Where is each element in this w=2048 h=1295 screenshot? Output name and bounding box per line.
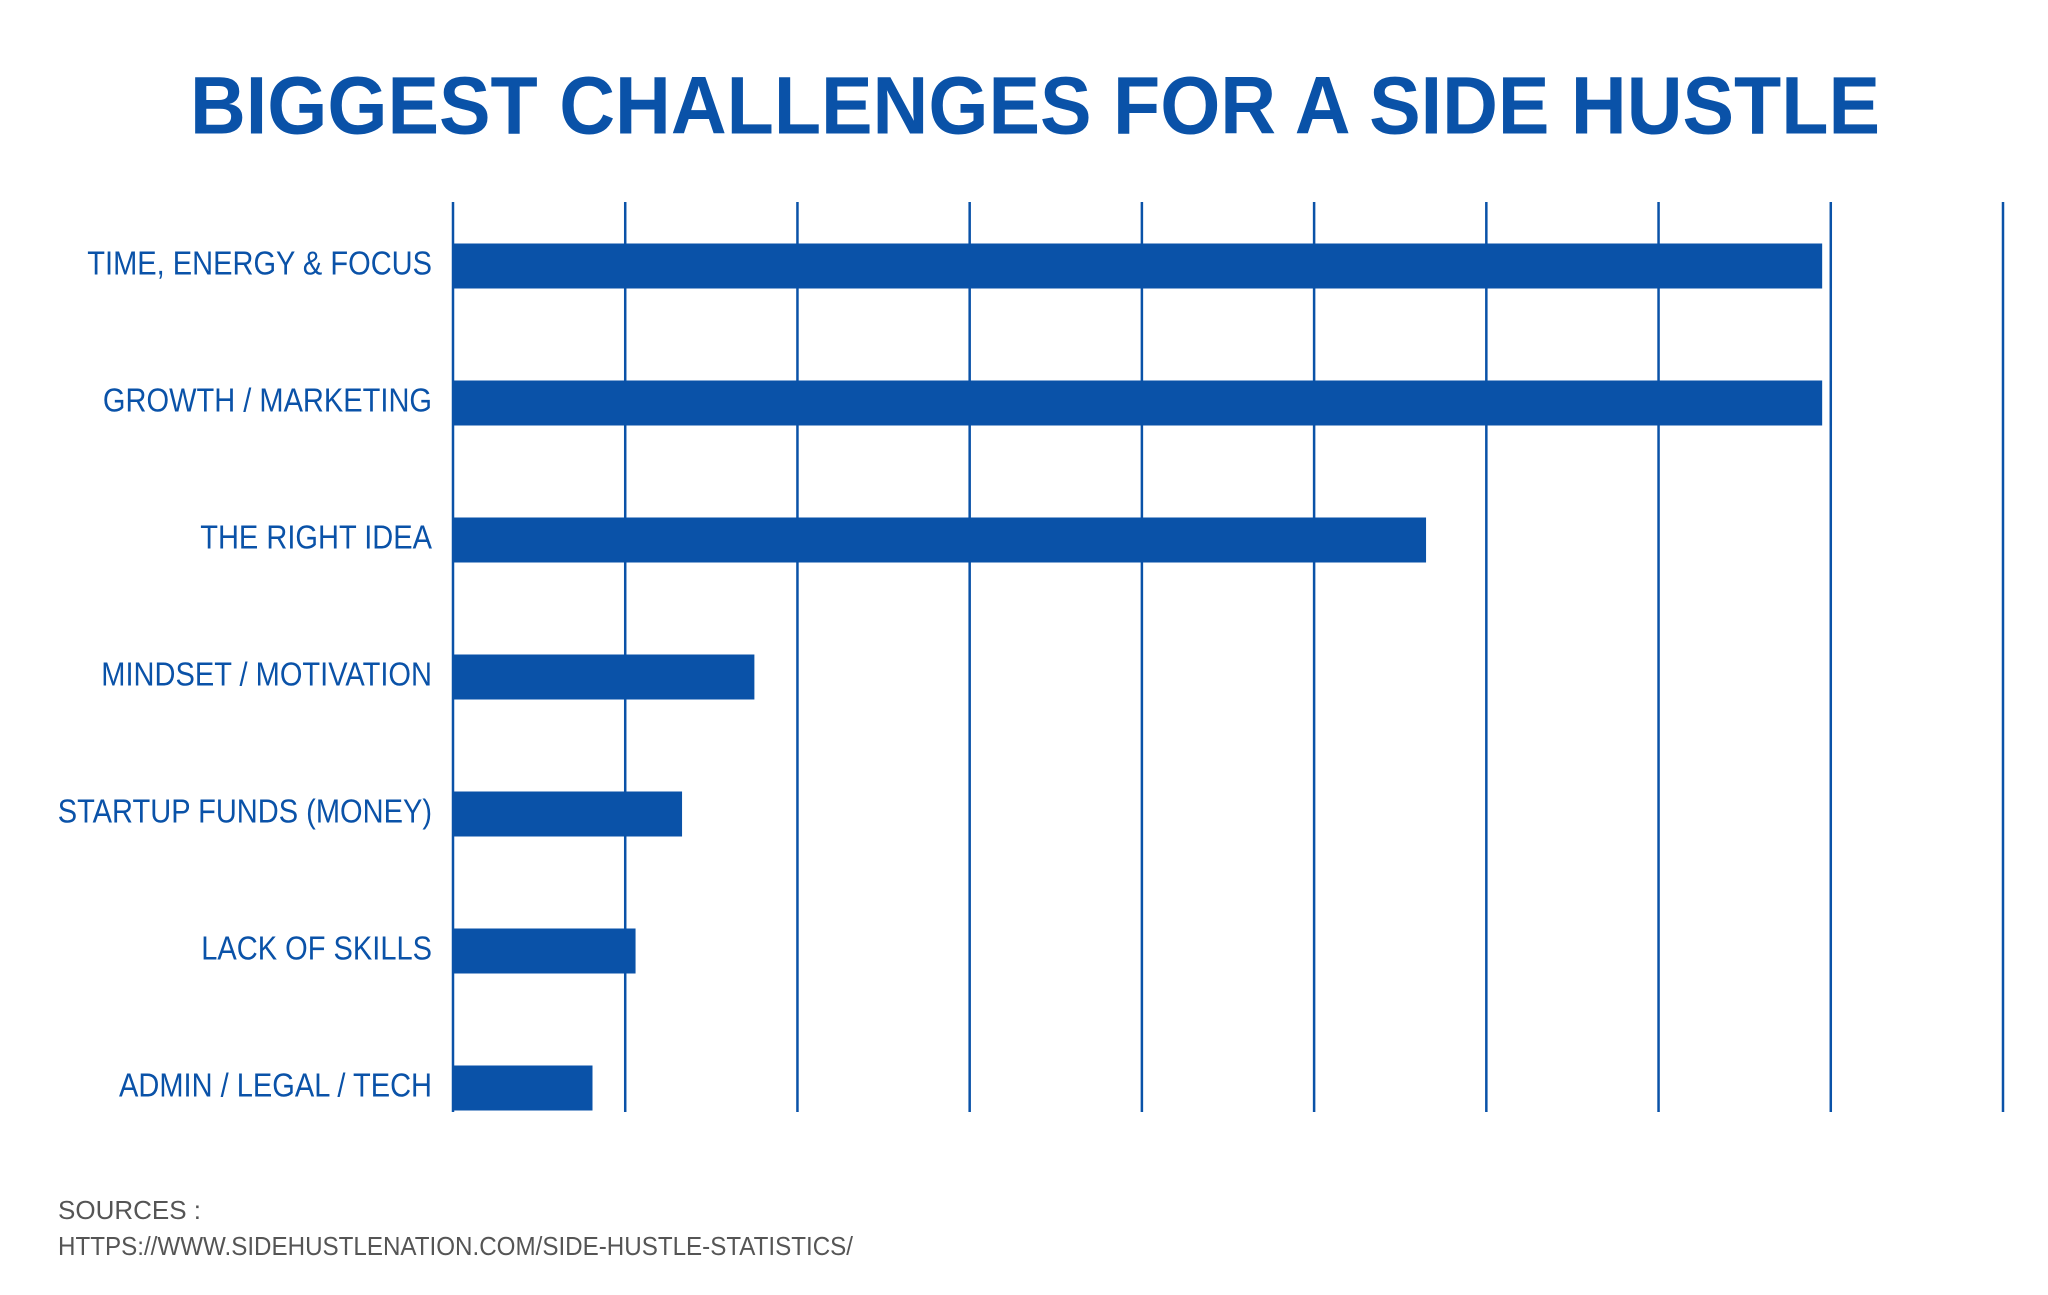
category-label: MINDSET / MOTIVATION	[101, 656, 432, 693]
source-url: HTTPS://WWW.SIDEHUSTLENATION.COM/SIDE-HU…	[58, 1231, 854, 1261]
category-label: ADMIN / LEGAL / TECH	[119, 1067, 432, 1104]
bar	[453, 380, 1823, 426]
bar	[453, 517, 1427, 563]
bar	[453, 1065, 593, 1111]
category-label: STARTUP FUNDS (MONEY)	[58, 793, 432, 830]
bar	[453, 791, 683, 837]
source-label: SOURCES :	[58, 1195, 201, 1225]
category-label: TIME, ENERGY & FOCUS	[87, 245, 432, 282]
bar	[453, 654, 755, 700]
chart-title: BIGGEST CHALLENGES FOR A SIDE HUSTLE	[190, 61, 1880, 152]
category-label: LACK OF SKILLS	[201, 930, 432, 967]
category-label: THE RIGHT IDEA	[200, 519, 432, 556]
bar	[453, 243, 1823, 289]
bar	[453, 928, 636, 974]
category-label: GROWTH / MARKETING	[103, 382, 432, 419]
